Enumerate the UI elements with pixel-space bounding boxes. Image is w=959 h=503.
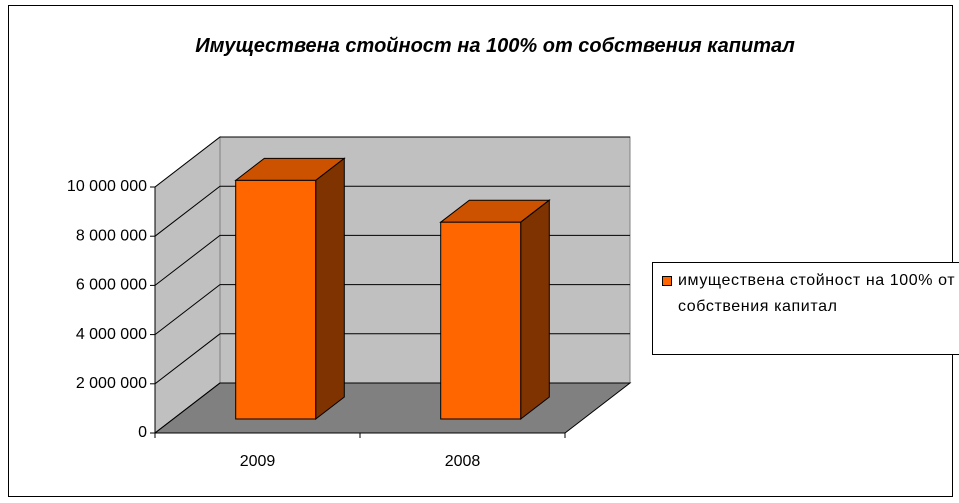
side-wall [154, 135, 221, 435]
floor [153, 382, 632, 434]
grid-line [154, 185, 630, 237]
y-tick-label: 10 000 000 [67, 178, 147, 195]
legend-swatch [662, 276, 672, 286]
x-tick-label: 2009 [240, 453, 276, 470]
y-tick-label: 2 000 000 [76, 375, 147, 392]
y-tick-label: 6 000 000 [76, 277, 147, 294]
grid-line [154, 136, 630, 188]
chart-title: Имуществена стойност на 100% от собствен… [195, 35, 795, 57]
bar-side [315, 157, 345, 421]
x-tick-label: 2008 [445, 453, 481, 470]
legend-label: имуществена стойност на 100% от собствен… [678, 272, 956, 315]
legend-box [652, 262, 959, 355]
y-tick-label: 4 000 000 [76, 326, 147, 343]
y-tick-label: 0 [138, 424, 147, 441]
bar [440, 221, 522, 420]
bar-side [520, 199, 550, 421]
y-tick-label: 8 000 000 [76, 227, 147, 244]
bar [235, 179, 317, 420]
